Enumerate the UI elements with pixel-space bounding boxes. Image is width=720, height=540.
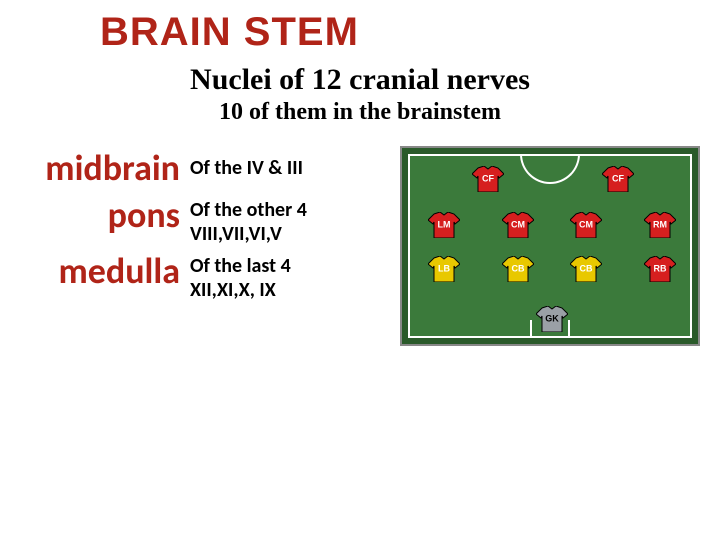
jersey-cm: CM	[570, 212, 602, 238]
regions-list: midbrain Of the IV & III pons Of the oth…	[0, 146, 380, 346]
jersey-lb: LB	[428, 256, 460, 282]
field-line	[408, 154, 410, 338]
jersey-label: RM	[653, 220, 667, 230]
content-area: midbrain Of the IV & III pons Of the oth…	[0, 146, 720, 346]
region-desc-line2: VIII,VII,VI,V	[190, 222, 307, 246]
subtitle-sub: 10 of them in the brainstem	[0, 99, 720, 126]
jersey-cb: CB	[570, 256, 602, 282]
region-row-midbrain: midbrain Of the IV & III	[10, 146, 380, 190]
jersey-label: CB	[512, 264, 525, 274]
jersey-label: CF	[482, 174, 494, 184]
soccer-field-diagram: CF CF LM CM CM RM LB CB CB RB GK	[400, 146, 700, 346]
jersey-label: CB	[580, 264, 593, 274]
jersey-label: LM	[438, 220, 451, 230]
region-desc-line2: XII,XI,X, IX	[190, 278, 291, 302]
field-line	[690, 154, 692, 338]
jersey-label: RB	[654, 264, 667, 274]
jersey-cm: CM	[502, 212, 534, 238]
jersey-cb: CB	[502, 256, 534, 282]
jersey-lm: LM	[428, 212, 460, 238]
region-desc: Of the IV & III	[190, 146, 303, 180]
jersey-cf: CF	[472, 166, 504, 192]
jersey-cf: CF	[602, 166, 634, 192]
region-desc-block: Of the last 4 XII,XI,X, IX	[190, 250, 291, 302]
jersey-gk: GK	[536, 306, 568, 332]
jersey-label: LB	[438, 264, 450, 274]
region-row-pons: pons Of the other 4 VIII,VII,VI,V	[10, 194, 380, 246]
region-desc-line1: Of the last 4	[190, 254, 291, 278]
region-label: midbrain	[10, 146, 190, 190]
jersey-label: CM	[579, 220, 593, 230]
page-title: BRAIN STEM	[0, 0, 720, 55]
region-label: medulla	[10, 250, 190, 293]
jersey-rb: RB	[644, 256, 676, 282]
jersey-label: CF	[612, 174, 624, 184]
jersey-rm: RM	[644, 212, 676, 238]
jersey-label: CM	[511, 220, 525, 230]
jersey-label: GK	[545, 314, 559, 324]
region-row-medulla: medulla Of the last 4 XII,XI,X, IX	[10, 250, 380, 302]
subtitle-main: Nuclei of 12 cranial nerves	[0, 63, 720, 97]
region-label: pons	[10, 194, 190, 237]
region-desc-line1: Of the other 4	[190, 198, 307, 222]
region-desc-block: Of the other 4 VIII,VII,VI,V	[190, 194, 307, 246]
